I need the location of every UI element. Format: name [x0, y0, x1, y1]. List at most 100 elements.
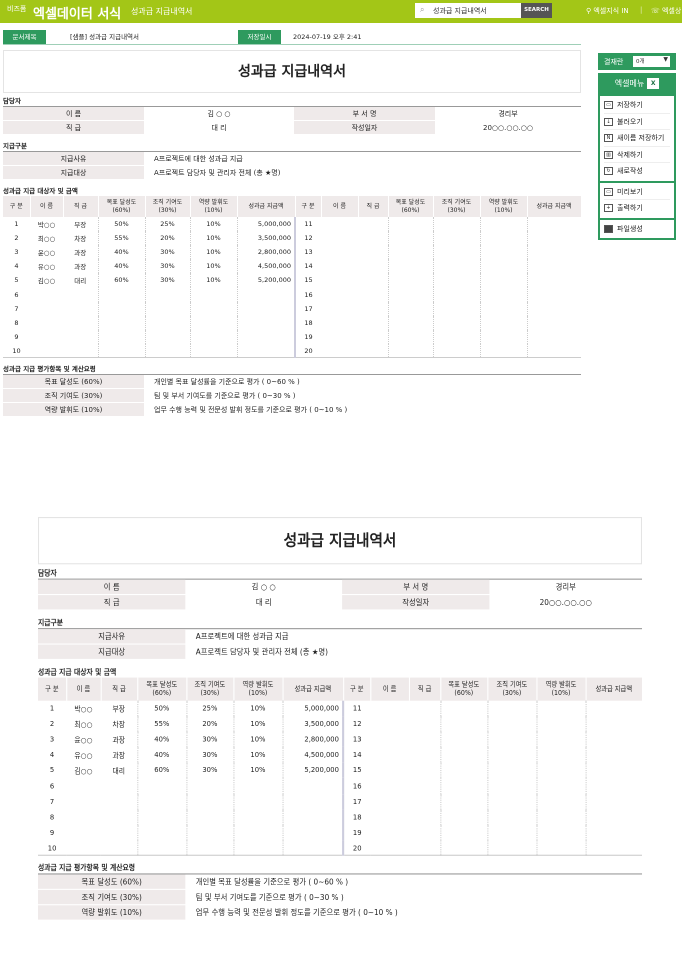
cell-col-skill[interactable]: 10% — [190, 273, 238, 288]
cell-col-index[interactable]: 13 — [304, 248, 313, 257]
cell-col-skill[interactable] — [190, 287, 238, 302]
cell-col-amount[interactable] — [282, 809, 345, 825]
cell-col-goal[interactable] — [440, 778, 488, 794]
cell-col-skill[interactable] — [536, 840, 587, 856]
cell-col-rank[interactable]: 과장 — [63, 245, 99, 260]
cell-col-org[interactable] — [487, 778, 537, 794]
cell-col-index[interactable]: 12 — [352, 719, 362, 729]
reason-value[interactable]: A프로젝트에 대한 성과급 지급 — [154, 155, 243, 163]
cell-col-name[interactable]: 최○○ — [37, 235, 56, 244]
cell-col-skill[interactable] — [190, 343, 238, 358]
cell-col-goal[interactable] — [98, 301, 146, 316]
cell-col-rank[interactable] — [408, 778, 441, 794]
cell-col-index[interactable]: 4 — [14, 262, 19, 271]
cell-col-index[interactable]: 16 — [352, 781, 362, 791]
cell-col-skill[interactable] — [480, 273, 528, 288]
cell-col-index[interactable]: 14 — [304, 262, 313, 271]
cell-col-name[interactable] — [370, 809, 409, 825]
cell-col-org[interactable] — [487, 824, 537, 841]
cell-col-org[interactable]: 30% — [145, 273, 191, 288]
cell-col-skill[interactable]: 10% — [190, 231, 238, 246]
menu-item[interactable]: N 새이름 저장하기 — [604, 130, 670, 147]
cell-col-rank[interactable] — [358, 245, 389, 260]
cell-col-rank[interactable]: 차장 — [63, 231, 99, 246]
cell-col-rank[interactable] — [358, 259, 389, 274]
cell-col-goal[interactable] — [440, 731, 488, 748]
cell-col-index[interactable]: 1 — [14, 220, 19, 229]
cell-col-amount[interactable] — [586, 732, 642, 748]
cell-col-rank[interactable]: 과장 — [100, 747, 138, 763]
cell-col-index[interactable]: 2 — [49, 719, 55, 729]
cell-col-amount[interactable] — [586, 763, 642, 779]
cell-col-skill[interactable] — [536, 793, 587, 810]
cell-col-index[interactable]: 7 — [14, 304, 19, 313]
cell-col-name[interactable] — [321, 217, 358, 231]
cell-col-index[interactable]: 8 — [49, 812, 55, 822]
reason-value[interactable]: A프로젝트에 대한 성과급 지급 — [195, 632, 289, 642]
cell-col-rank[interactable]: 대리 — [63, 273, 99, 288]
cell-col-goal[interactable]: 60% — [98, 273, 146, 288]
cell-col-name[interactable] — [66, 778, 100, 794]
cell-col-skill[interactable] — [536, 716, 587, 732]
cell-col-org[interactable] — [433, 301, 481, 316]
cell-col-name[interactable] — [370, 794, 409, 810]
cell-col-goal[interactable]: 40% — [137, 731, 187, 748]
cell-col-index[interactable]: 6 — [49, 781, 55, 791]
cell-col-rank[interactable] — [63, 287, 99, 302]
cell-col-org[interactable] — [145, 343, 191, 358]
cell-col-rank[interactable] — [408, 824, 441, 841]
cell-col-rank[interactable] — [408, 731, 441, 748]
cell-col-amount[interactable] — [586, 701, 642, 717]
cell-col-rank[interactable] — [408, 716, 441, 732]
name-value[interactable]: 김 ○ ○ — [251, 583, 276, 592]
cell-col-org[interactable]: 20% — [145, 231, 191, 246]
criteria-desc[interactable]: 팀 및 부서 기여도를 기준으로 평가 ( 0~30 % ) — [195, 893, 344, 903]
cell-col-amount[interactable]: 4,500,000 — [282, 747, 345, 763]
cell-col-name[interactable] — [30, 287, 63, 301]
cell-col-name[interactable]: 유○○ — [74, 751, 93, 761]
cell-col-index[interactable]: 1 — [49, 704, 55, 713]
cell-col-name[interactable]: 유○○ — [37, 263, 56, 272]
cell-col-rank[interactable] — [408, 809, 441, 825]
cell-col-index[interactable]: 11 — [352, 704, 362, 713]
cell-col-org[interactable] — [433, 231, 481, 246]
cell-col-rank[interactable] — [358, 315, 389, 330]
cell-col-skill[interactable] — [536, 731, 587, 748]
cell-col-org[interactable] — [186, 778, 234, 794]
cell-col-rank[interactable] — [63, 329, 99, 344]
cell-col-skill[interactable] — [480, 301, 528, 316]
cell-col-skill[interactable] — [480, 245, 528, 260]
cell-col-amount[interactable] — [527, 302, 581, 316]
cell-col-org[interactable] — [433, 259, 481, 274]
cell-col-amount[interactable] — [586, 794, 642, 810]
cell-col-name[interactable] — [321, 273, 358, 287]
cell-col-skill[interactable] — [480, 329, 528, 344]
cell-col-name[interactable] — [321, 330, 358, 344]
cell-col-goal[interactable] — [440, 809, 488, 825]
cell-col-amount[interactable] — [586, 809, 642, 825]
cell-col-amount[interactable]: 5,200,000 — [282, 762, 345, 779]
cell-col-goal[interactable]: 40% — [98, 259, 146, 274]
cell-col-amount[interactable]: 2,800,000 — [282, 731, 345, 748]
date-value[interactable]: 20○○.○○.○○ — [482, 124, 533, 132]
cell-col-org[interactable] — [487, 809, 537, 825]
cell-col-goal[interactable]: 55% — [98, 231, 146, 246]
cell-col-skill[interactable] — [233, 824, 284, 841]
cell-col-goal[interactable] — [388, 301, 434, 316]
cell-col-name[interactable]: 김○○ — [37, 277, 56, 286]
cell-col-amount[interactable] — [237, 329, 296, 344]
menu-item[interactable]: ↓ 불러오기 — [604, 114, 670, 130]
cell-col-rank[interactable] — [100, 809, 138, 825]
cell-col-goal[interactable] — [98, 343, 146, 358]
cell-col-goal[interactable]: 55% — [137, 716, 187, 732]
cell-col-amount[interactable]: 3,500,000 — [282, 716, 345, 732]
cell-col-org[interactable]: 25% — [186, 700, 234, 717]
cell-col-goal[interactable] — [440, 793, 488, 810]
cell-col-amount[interactable] — [282, 793, 345, 810]
cell-col-index[interactable]: 16 — [304, 290, 313, 299]
cell-col-goal[interactable] — [440, 762, 488, 779]
cell-col-index[interactable]: 17 — [352, 797, 362, 806]
cell-col-amount[interactable]: 5,200,000 — [237, 273, 296, 288]
cell-col-amount[interactable] — [237, 287, 296, 302]
cell-col-goal[interactable] — [440, 747, 488, 763]
